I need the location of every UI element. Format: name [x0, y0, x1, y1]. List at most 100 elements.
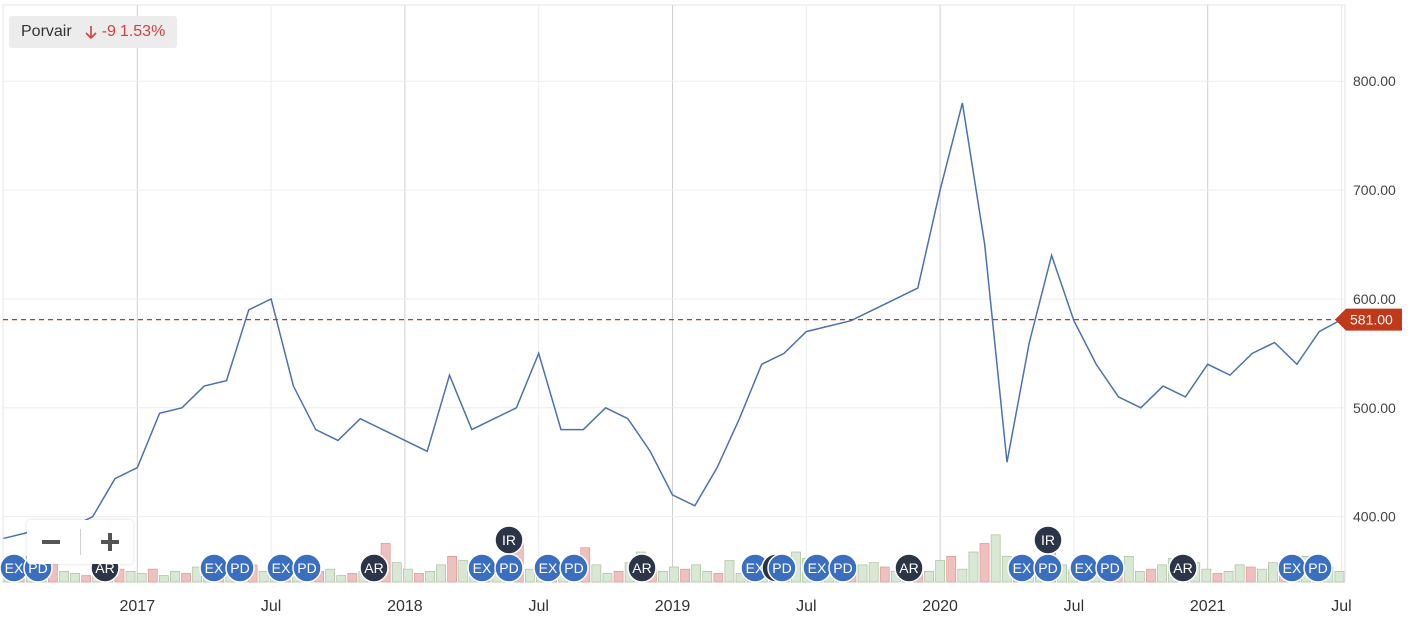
- y-tick-label: 600.00: [1353, 291, 1396, 307]
- last-price-label: 581.00: [1350, 312, 1393, 328]
- x-tick-label: Jul: [796, 598, 816, 615]
- y-tick-label: 500.00: [1353, 400, 1396, 416]
- volume-bar: [957, 568, 968, 583]
- event-marker-label: PD: [230, 560, 249, 576]
- event-marker: [359, 553, 389, 583]
- zoom-in-button[interactable]: [92, 524, 128, 560]
- event-marker: [767, 553, 797, 583]
- volume-bar: [402, 568, 413, 583]
- legend-change-pct: 1.53%: [119, 23, 166, 40]
- zoom-controls: [27, 520, 133, 564]
- price-line: [3, 102, 1342, 540]
- volume-bar: [136, 573, 147, 583]
- event-marker: [494, 525, 524, 555]
- volume-bar: [724, 560, 735, 583]
- x-tick-label: Jul: [528, 598, 548, 615]
- event-marker-label: EX: [1075, 560, 1094, 576]
- event-marker: [627, 553, 657, 583]
- event-marker: [292, 553, 322, 583]
- volume-bar: [125, 570, 136, 583]
- event-marker-label: AR: [632, 560, 651, 576]
- volume-bar: [70, 573, 80, 583]
- legend-series-name: Porvair: [21, 23, 72, 40]
- y-tick-label: 700.00: [1353, 182, 1396, 198]
- volume-bar: [170, 570, 180, 583]
- volume-bar: [391, 562, 402, 583]
- x-tick-label: Jul: [261, 598, 281, 615]
- volume-bar: [713, 573, 724, 583]
- volume-bar: [458, 560, 469, 583]
- legend-change-abs: -9: [101, 23, 116, 40]
- zoom-out-button[interactable]: [33, 524, 69, 560]
- event-marker-label: IR: [1041, 532, 1055, 548]
- event-marker-label: EX: [539, 560, 558, 576]
- volume-bar: [968, 551, 979, 583]
- x-tick-label: 2017: [120, 598, 156, 615]
- volume-bar: [1212, 573, 1223, 583]
- event-marker-label: AR: [364, 560, 383, 576]
- volume-bar: [857, 564, 868, 583]
- event-marker-label: AR: [899, 560, 918, 576]
- zoom-separator: [79, 529, 81, 555]
- event-marker-label: PD: [297, 560, 316, 576]
- volume-bar: [1334, 570, 1345, 583]
- volume-bar: [1134, 570, 1145, 583]
- volume-bar: [81, 575, 92, 583]
- series-legend[interactable]: Porvair -9 1.53%: [9, 16, 178, 48]
- event-marker-label: PD: [833, 560, 852, 576]
- volume-bar: [524, 568, 535, 583]
- event-marker: [1095, 553, 1125, 583]
- volume-bar: [680, 568, 690, 583]
- volume-bar: [1123, 555, 1134, 583]
- volume-bar: [979, 543, 990, 583]
- event-marker: [894, 553, 924, 583]
- x-tick-label: 2019: [655, 598, 691, 615]
- volume-bar: [879, 566, 890, 583]
- volume-bar: [1223, 570, 1234, 583]
- y-tick-label: 800.00: [1353, 73, 1396, 89]
- event-marker-label: PD: [564, 560, 583, 576]
- volume-bar: [658, 570, 668, 583]
- event-marker: [828, 553, 858, 583]
- volume-bar: [990, 534, 1001, 583]
- event-marker-label: PD: [1038, 560, 1057, 576]
- volume-bar: [59, 570, 69, 583]
- volume-bar: [602, 573, 613, 583]
- volume-bar: [691, 564, 702, 583]
- event-marker-label: EX: [5, 560, 24, 576]
- event-marker-label: EX: [473, 560, 492, 576]
- event-marker: [1303, 553, 1333, 583]
- event-marker-label: AR: [95, 560, 114, 576]
- volume-bar: [181, 573, 191, 583]
- volume-bar: [1201, 568, 1212, 583]
- volume-bar: [158, 575, 169, 583]
- volume-bar: [258, 570, 269, 583]
- event-marker: [1033, 525, 1063, 555]
- volume-bar: [1234, 564, 1245, 583]
- x-tick-label: 2021: [1190, 598, 1226, 615]
- volume-bar: [147, 568, 158, 583]
- volume-bar: [1268, 562, 1278, 583]
- event-marker-label: PD: [772, 560, 791, 576]
- volume-bar: [935, 560, 946, 583]
- x-tick-label: 2018: [387, 598, 423, 615]
- event-marker-label: EX: [1013, 560, 1032, 576]
- volume-bar: [1146, 568, 1156, 583]
- volume-bar: [1245, 566, 1256, 583]
- volume-bar: [702, 570, 713, 583]
- event-marker-label: PD: [1100, 560, 1119, 576]
- minus-icon: [41, 540, 60, 544]
- volume-bar: [325, 568, 336, 583]
- volume-bar: [414, 573, 424, 583]
- event-marker: [1168, 553, 1198, 583]
- plus-icon: [100, 533, 119, 551]
- volume-bar: [591, 564, 602, 583]
- event-marker-label: IR: [502, 532, 516, 548]
- volume-bar: [336, 575, 347, 583]
- volume-bar: [447, 555, 458, 583]
- event-marker-label: AR: [1173, 560, 1192, 576]
- volume-bar: [669, 566, 679, 583]
- event-marker: [559, 553, 589, 583]
